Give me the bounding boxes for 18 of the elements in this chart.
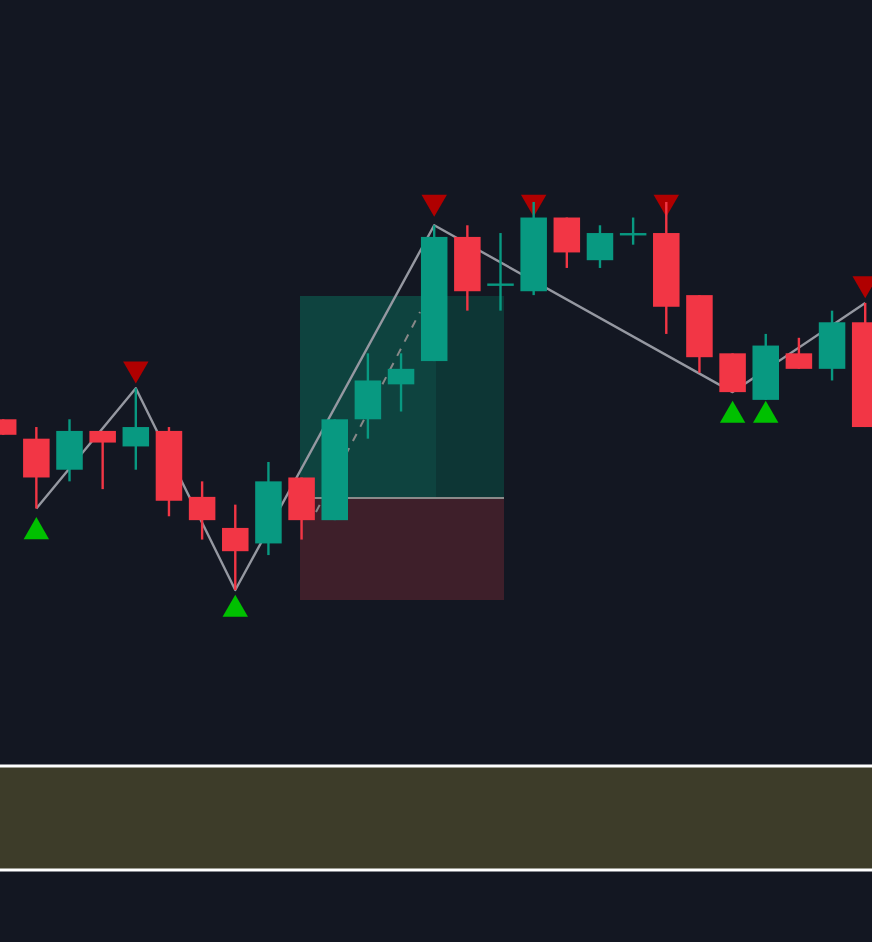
candlestick (23, 425, 50, 510)
candlestick (122, 387, 150, 471)
candlestick (586, 224, 614, 270)
candlestick (487, 231, 514, 312)
candlestick (89, 429, 116, 491)
candlestick (785, 336, 813, 371)
candlestick (354, 352, 382, 440)
candlestick (387, 352, 415, 413)
candlestick (719, 352, 746, 394)
point (421, 194, 447, 217)
candlestick (818, 309, 846, 382)
candlestick (188, 480, 216, 541)
candlestick (553, 216, 581, 270)
point (23, 517, 50, 540)
point (222, 594, 248, 617)
candlestick (288, 476, 315, 541)
candlestick (222, 503, 249, 592)
candlestick (56, 418, 83, 483)
